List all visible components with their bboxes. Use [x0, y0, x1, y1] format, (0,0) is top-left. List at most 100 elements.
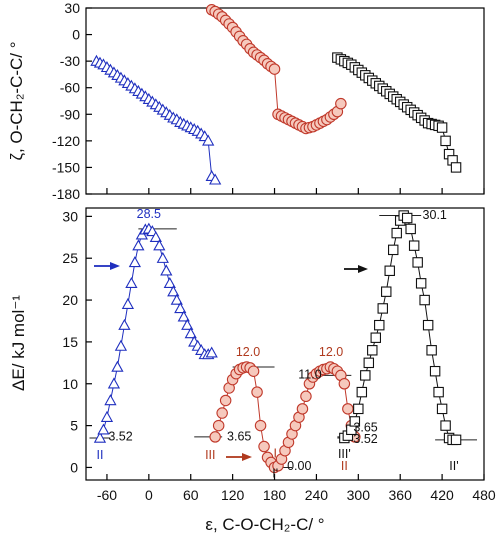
data-point-triangle: [209, 173, 222, 185]
top-y-tick-label: -30: [60, 53, 80, 69]
data-point-triangle: [202, 134, 215, 146]
data-point-square: [440, 135, 451, 147]
bottom-y-tick-label: 0: [70, 459, 78, 475]
data-point-square: [363, 357, 375, 369]
arrow-black-icon: [344, 265, 368, 273]
data-point-triangle: [156, 251, 169, 263]
bottom-y-tick-label: 30: [62, 208, 78, 224]
data-point-circle: [335, 97, 347, 110]
x-tick-label: 420: [430, 487, 454, 503]
x-tick-label: 240: [305, 487, 329, 503]
top-y-axis-title: ζ, O-CH₂-C-C/ °: [7, 41, 26, 160]
annotation-label: 12.0: [236, 345, 260, 359]
bottom-y-tick-label: 15: [62, 334, 78, 350]
data-point-triangle: [100, 410, 114, 422]
bottom-guide-lines: [89, 215, 478, 468]
data-point-circle: [209, 431, 221, 443]
annotation-label: I': [272, 466, 278, 480]
data-point-square: [374, 319, 385, 331]
data-point-square: [349, 416, 361, 427]
bottom-y-axis-title: ΔE/ kJ mol⁻¹: [9, 295, 28, 391]
annotation-label: 28.5: [137, 207, 161, 221]
data-point-square: [381, 286, 392, 297]
data-point-triangle: [125, 276, 138, 289]
top-y-tick-label: 0: [72, 27, 80, 43]
x-axis-title: ε, C-O-CH₂-C/ °: [205, 515, 324, 534]
data-point-triangle: [121, 297, 135, 309]
top-series-square: [332, 52, 462, 173]
data-point-triangle: [153, 239, 166, 251]
top-y-tick-label: -60: [60, 80, 80, 96]
data-point-circle: [251, 386, 263, 398]
arrow-red-icon: [226, 453, 252, 461]
data-point-square: [433, 386, 444, 398]
data-point-circle: [219, 394, 232, 407]
x-tick-label: 180: [263, 487, 287, 503]
annotation-label: II: [341, 459, 348, 473]
x-tick-label: 60: [183, 487, 199, 503]
annotation-label: 3.52: [108, 430, 132, 444]
annotation-label: 30.1: [423, 208, 447, 222]
bottom-series-group: [93, 210, 462, 474]
top-y-tick-label: 30: [64, 0, 80, 16]
top-y-tick-label: -90: [60, 106, 80, 122]
annotation-label: III': [338, 447, 351, 461]
data-point-circle: [268, 63, 281, 75]
data-point-circle: [216, 407, 228, 419]
top-y-ticks: 30 0 -30 -60 -90 -120 -150 -180: [52, 0, 485, 202]
data-point-square: [436, 403, 448, 415]
annotation-label: 0.00: [287, 459, 311, 473]
top-series-group: [90, 4, 462, 185]
bottom-series-square: [339, 210, 462, 446]
data-point-square: [370, 332, 382, 343]
data-point-square: [384, 265, 395, 276]
data-point-triangle: [205, 346, 218, 358]
bottom-series-line: [99, 228, 212, 439]
top-series-triangle: [90, 54, 222, 185]
data-point-square: [412, 257, 423, 268]
x-tick-label: 120: [221, 487, 245, 503]
data-point-square: [419, 294, 430, 306]
annotation-label: 3.65: [353, 420, 377, 434]
top-plot-frame: [85, 7, 485, 195]
data-point-square: [436, 122, 448, 133]
data-point-square: [415, 278, 427, 289]
data-point-triangle: [177, 310, 190, 322]
top-y-tick-label: -120: [52, 133, 80, 149]
data-point-triangle: [167, 285, 180, 297]
annotation-label: II': [449, 459, 458, 473]
data-point-triangle: [114, 339, 128, 351]
data-point-square: [440, 420, 451, 431]
annotation-label: 11.0: [298, 368, 321, 382]
bottom-y-tick-label: 10: [62, 376, 78, 392]
x-tick-label: 300: [347, 487, 371, 503]
data-point-circle: [254, 419, 267, 432]
data-point-triangle: [163, 276, 176, 289]
data-point-circle: [296, 403, 309, 415]
annotation-label: II: [96, 448, 103, 462]
data-point-triangle: [104, 394, 117, 406]
data-point-circle: [300, 390, 312, 403]
data-point-circle: [258, 440, 270, 453]
x-tick-label: 0: [145, 487, 153, 503]
data-point-circle: [247, 365, 260, 377]
annotation-label: 3.65: [227, 430, 251, 444]
top-panel: 30 0 -30 -60 -90 -120 -150 -180 ζ, O-CH₂-C-C/ °: [7, 0, 485, 202]
data-point-square: [450, 434, 462, 446]
top-series-circle: [205, 4, 347, 135]
x-tick-label: 480: [472, 487, 496, 503]
x-tick-label: -60: [97, 487, 117, 503]
data-point-square: [408, 240, 420, 251]
bottom-annotations: 28.5 3.52 II 12.0 3.65 III 0.00 I' I 11.0 12.0 3.65…: [96, 207, 458, 480]
data-point-square: [401, 212, 413, 224]
top-y-tick-label: -150: [52, 159, 80, 175]
data-point-triangle: [181, 318, 194, 330]
annotation-label: 3.52: [353, 432, 377, 446]
bottom-y-tick-label: 20: [62, 292, 78, 308]
data-point-triangle: [118, 318, 131, 330]
data-point-triangle: [184, 327, 197, 339]
data-point-triangle: [132, 239, 145, 251]
data-point-square: [356, 386, 368, 398]
